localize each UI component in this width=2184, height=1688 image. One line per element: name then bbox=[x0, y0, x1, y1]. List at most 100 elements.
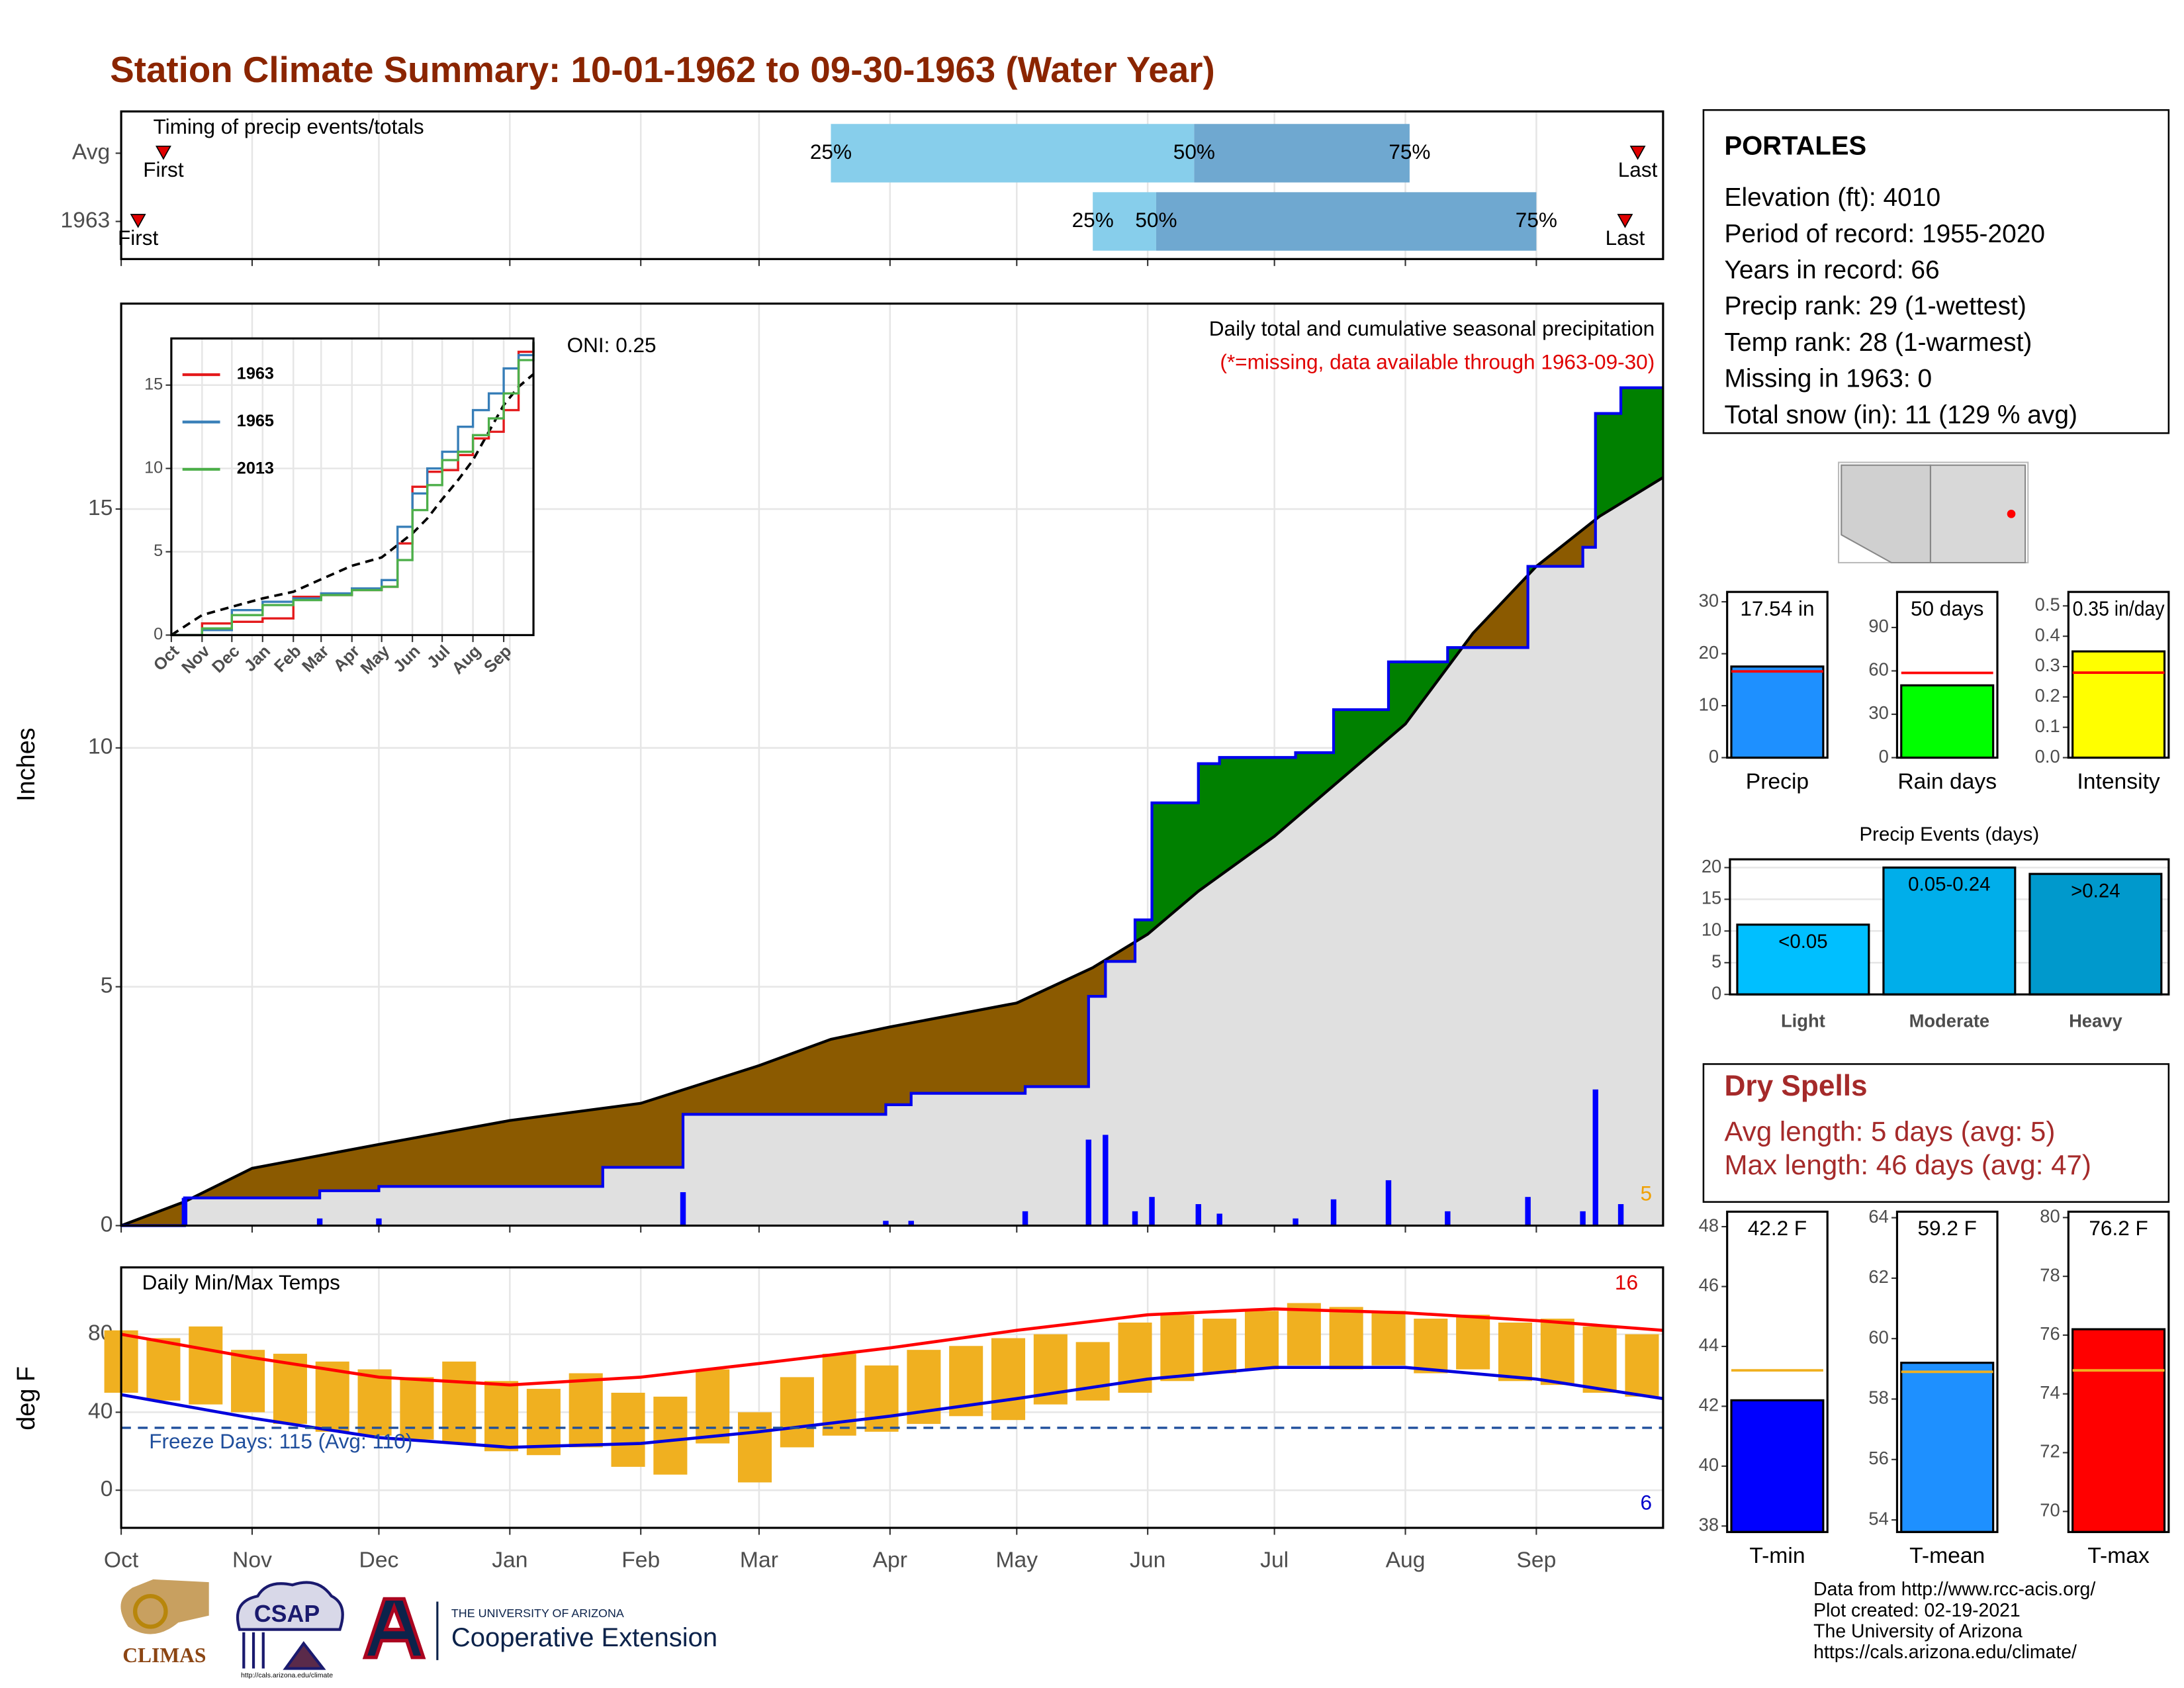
plot-frame bbox=[2067, 590, 2170, 759]
daily-bar bbox=[1525, 1197, 1531, 1226]
daily-bar bbox=[1385, 1180, 1392, 1226]
station-line: Missing in 1963: 0 bbox=[1724, 365, 1932, 393]
event-marker bbox=[130, 214, 146, 228]
y-tick-label: 0.3 bbox=[2035, 655, 2060, 675]
daily-bar bbox=[1216, 1213, 1222, 1226]
y-tick-label: 60 bbox=[1868, 659, 1888, 680]
bar-late bbox=[1156, 192, 1537, 251]
plot-frame bbox=[1895, 1210, 1999, 1533]
logos: CLIMAS CSAP http://cals.arizona.edu/clim… bbox=[120, 1579, 717, 1679]
y-tick-label: 20 bbox=[1699, 642, 1719, 663]
y-tick-label: 0 bbox=[1709, 746, 1719, 767]
y-tick-label: 0 bbox=[1711, 982, 1721, 1003]
event-label: Last bbox=[1618, 158, 1658, 181]
temp-range-bar bbox=[1498, 1322, 1533, 1382]
temp-range-bar bbox=[569, 1373, 603, 1448]
temp-range-bar bbox=[1329, 1307, 1363, 1370]
class-label: 0.05-0.24 bbox=[1908, 874, 1990, 896]
x-tick-label: Aug bbox=[1386, 1548, 1426, 1572]
category-label: Precip bbox=[1746, 769, 1809, 794]
bar bbox=[2071, 650, 2166, 759]
location-map bbox=[1838, 461, 2029, 564]
temp-range-bar bbox=[484, 1381, 519, 1452]
plot-frame bbox=[1726, 590, 1829, 759]
temp-range-bar bbox=[738, 1412, 772, 1483]
y-tick-label: 40 bbox=[1699, 1454, 1719, 1475]
plot-frame bbox=[1726, 1210, 1829, 1533]
value-label: 42.2 F bbox=[1748, 1216, 1807, 1240]
temp-range-bar bbox=[146, 1338, 181, 1401]
bar bbox=[1900, 684, 1995, 759]
y-tick-label: 10 bbox=[144, 458, 163, 477]
percent-label: 75% bbox=[1516, 208, 1557, 232]
station-box bbox=[1702, 109, 2170, 434]
average-temp-line bbox=[120, 1366, 1664, 1449]
station-line: Years in record: 66 bbox=[1724, 256, 1939, 285]
y-tick-label: 70 bbox=[2040, 1500, 2060, 1521]
y-axis-label: deg F bbox=[13, 1366, 40, 1430]
footer-line: Plot created: 02-19-2021 bbox=[1813, 1600, 2021, 1621]
y-tick-label: 0.5 bbox=[2035, 594, 2060, 614]
y-tick-label: 0 bbox=[1879, 746, 1889, 767]
class-label: <0.05 bbox=[1778, 931, 1828, 953]
y-tick-label: 54 bbox=[1868, 1508, 1888, 1528]
average-line bbox=[170, 373, 535, 636]
temp-range-bar bbox=[1160, 1315, 1195, 1382]
y-tick-label: 46 bbox=[1699, 1275, 1719, 1295]
map-state bbox=[1841, 464, 1932, 564]
station-line: Period of record: 1955-2020 bbox=[1724, 220, 2045, 248]
y-tick-label: 44 bbox=[1699, 1335, 1719, 1355]
base-area bbox=[121, 477, 1663, 1226]
y-tick-label: 62 bbox=[1868, 1266, 1888, 1287]
category-label: Rain days bbox=[1897, 769, 1997, 794]
value-label: 59.2 F bbox=[1917, 1216, 1976, 1240]
y-tick-label: 30 bbox=[1699, 590, 1719, 610]
y-tick-label: 40 bbox=[88, 1399, 113, 1423]
extension-text: Cooperative Extension bbox=[451, 1623, 717, 1652]
bar bbox=[1730, 665, 1825, 759]
y-tick-label: 0.4 bbox=[2035, 624, 2060, 645]
dry-spells-title: Dry Spells bbox=[1724, 1070, 1867, 1102]
climas-logo bbox=[132, 1593, 168, 1629]
x-tick-label: Feb bbox=[621, 1548, 660, 1572]
legend-label: 1963 bbox=[237, 365, 274, 383]
y-tick-label: 10 bbox=[88, 735, 113, 759]
temp-range-bar bbox=[400, 1377, 434, 1440]
x-tick-label: Sep bbox=[1516, 1548, 1556, 1572]
class-label: >0.24 bbox=[2071, 880, 2120, 902]
y-tick-label: 1963 bbox=[60, 208, 110, 232]
y-tick-label: 0.2 bbox=[2035, 685, 2060, 706]
daily-bar bbox=[316, 1218, 323, 1226]
y-tick-label: 0 bbox=[154, 625, 163, 643]
daily-bar bbox=[908, 1221, 914, 1226]
x-tick-label: Nov bbox=[232, 1548, 272, 1572]
y-tick-label: 10 bbox=[1702, 919, 1721, 940]
daily-bar bbox=[1103, 1135, 1109, 1226]
daily-bar bbox=[376, 1218, 382, 1226]
percent-label: 50% bbox=[1173, 140, 1215, 164]
y-tick-label: 48 bbox=[1699, 1215, 1719, 1235]
bar bbox=[2028, 872, 2163, 996]
series-line bbox=[171, 342, 535, 637]
daily-bar bbox=[1293, 1218, 1298, 1226]
bar-early bbox=[1093, 192, 1156, 251]
annotation: 6 bbox=[1640, 1491, 1652, 1515]
x-tick-label: Mar bbox=[740, 1548, 778, 1572]
x-tick-label: Jun bbox=[1130, 1548, 1165, 1572]
y-tick-label: 78 bbox=[2040, 1264, 2060, 1285]
daily-bar bbox=[1592, 1089, 1598, 1226]
y-tick-label: 15 bbox=[144, 375, 163, 393]
x-tick-label: Oct bbox=[104, 1548, 139, 1572]
map-station bbox=[2007, 510, 2016, 518]
value-label: 17.54 in bbox=[1740, 596, 1814, 620]
category-label: Heavy bbox=[2069, 1011, 2122, 1031]
temp-range-bar bbox=[189, 1326, 223, 1405]
footer-line: The University of Arizona bbox=[1813, 1620, 2023, 1642]
station-name: PORTALES bbox=[1724, 132, 1866, 161]
annotation: ONI: 0.25 bbox=[567, 333, 657, 357]
daily-bar bbox=[1330, 1199, 1337, 1226]
station-line: Total snow (in): 11 (129 % avg) bbox=[1724, 400, 2077, 429]
freeze-label: Freeze Days: 115 (Avg: 110) bbox=[149, 1429, 412, 1453]
